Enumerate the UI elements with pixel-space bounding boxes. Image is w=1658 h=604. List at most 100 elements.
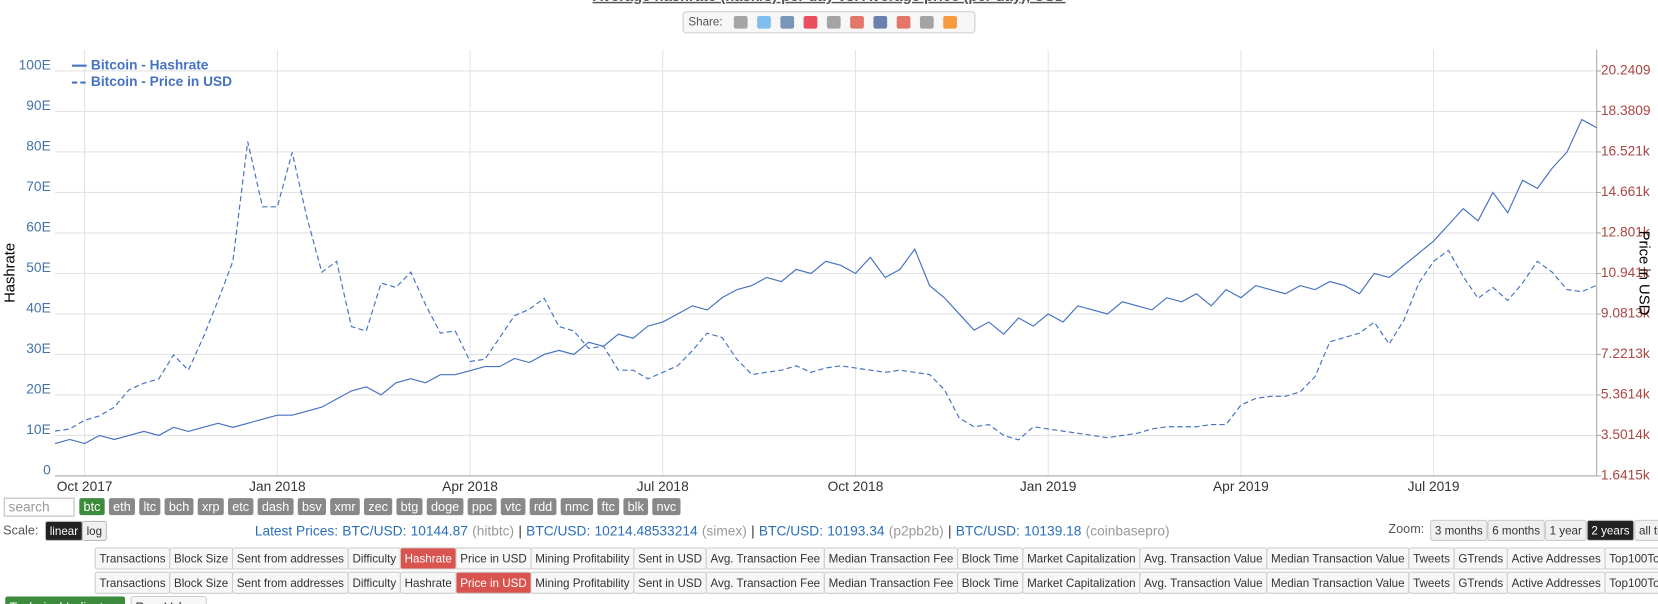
metric-tab[interactable]: Sent from addresses: [237, 577, 344, 590]
share-icon[interactable]: [803, 15, 818, 29]
metric-tab[interactable]: Avg. Transaction Value: [1144, 577, 1262, 590]
share-icon[interactable]: [780, 15, 795, 29]
metric-tab[interactable]: Transactions: [99, 577, 165, 590]
metric-tab[interactable]: Median Transaction Fee: [829, 577, 954, 590]
metric-tab[interactable]: Hashrate: [405, 577, 452, 590]
quote-pair: BTC/USD:: [956, 524, 1020, 539]
y2-tick-label: 9.0813k: [1601, 306, 1650, 321]
coin-button[interactable]: btg: [401, 500, 419, 514]
metric-tab[interactable]: Active Addresses: [1512, 577, 1601, 590]
metric-tab[interactable]: Avg. Transaction Fee: [710, 577, 820, 590]
y2-axis-title: Price in USD: [1635, 231, 1651, 316]
coin-button[interactable]: nvc: [657, 500, 677, 514]
metric-tab[interactable]: Difficulty: [352, 553, 396, 566]
share-icon[interactable]: [826, 15, 841, 29]
metric-tab[interactable]: Block Size: [174, 553, 228, 566]
metric-tab[interactable]: Market Capitalization: [1027, 553, 1136, 566]
coin-button[interactable]: xmr: [334, 500, 356, 514]
coin-button[interactable]: ftc: [602, 500, 615, 514]
metric-tab[interactable]: Transactions: [99, 553, 165, 566]
zoom-button-bg: [1430, 519, 1488, 541]
coin-button[interactable]: vtc: [505, 500, 521, 514]
metric-tab[interactable]: Difficulty: [352, 577, 396, 590]
quote-exchange: (hitbtc): [472, 524, 514, 539]
metric-tab[interactable]: Block Time: [962, 577, 1019, 590]
share-icon[interactable]: [733, 15, 748, 29]
metric-tab[interactable]: Sent from addresses: [237, 553, 344, 566]
y-tick-label: 50E: [26, 260, 50, 275]
coin-button[interactable]: eth: [113, 500, 131, 514]
coin-button[interactable]: ppc: [472, 500, 492, 514]
metric-tab[interactable]: Block Size: [174, 577, 228, 590]
metric-tab[interactable]: Tweets: [1413, 577, 1450, 590]
metric-tab[interactable]: Top100ToTotal: [1609, 577, 1658, 590]
coin-button[interactable]: nmc: [565, 500, 589, 514]
coin-button-bg: [257, 498, 294, 516]
quote-exchange: (coinbasepro): [1086, 524, 1170, 539]
bottom-button[interactable]: Technical Indicators: [10, 600, 121, 604]
coin-button[interactable]: xrp: [202, 500, 220, 514]
coin-button[interactable]: rdd: [534, 500, 552, 514]
metric-tab[interactable]: Sent in USD: [638, 577, 702, 590]
zoom-button[interactable]: 2 years: [1591, 525, 1629, 538]
coin-button-bg: [467, 498, 497, 516]
share-icon[interactable]: [919, 15, 934, 29]
metric-tab[interactable]: Median Transaction Value: [1271, 577, 1405, 590]
zoom-button[interactable]: 1 year: [1550, 525, 1582, 538]
coin-button[interactable]: dash: [262, 500, 289, 514]
metric-tab[interactable]: Active Addresses: [1512, 553, 1601, 566]
bottom-button[interactable]: Raw Values: [135, 600, 202, 604]
metric-tab[interactable]: Avg. Transaction Fee: [710, 553, 820, 566]
share-icon[interactable]: [896, 15, 911, 29]
zoom-button[interactable]: 3 months: [1435, 525, 1483, 538]
coin-button[interactable]: doge: [431, 500, 459, 514]
search-placeholder: search: [8, 499, 49, 514]
metric-tab[interactable]: Median Transaction Fee: [829, 553, 954, 566]
x-tick-label: Oct 2017: [57, 479, 113, 494]
coin-button[interactable]: bsv: [302, 500, 322, 514]
share-icon[interactable]: [850, 15, 864, 29]
share-icon[interactable]: [943, 15, 957, 29]
metric-tab[interactable]: Mining Profitability: [535, 553, 630, 566]
zoom-button[interactable]: all time: [1639, 525, 1658, 538]
search-box[interactable]: [3, 497, 75, 517]
metric-tab[interactable]: Top100ToTotal: [1609, 553, 1658, 566]
metric-tab[interactable]: Hashrate: [405, 553, 452, 566]
legend-label[interactable]: Bitcoin - Hashrate: [91, 57, 209, 72]
page-title: Average hashrate (hash/s) per day vs. Av…: [593, 0, 1066, 5]
y-tick-label: 100E: [19, 57, 51, 72]
metric-tab[interactable]: GTrends: [1458, 553, 1503, 566]
y2-tick-label: 14.661k: [1601, 184, 1650, 199]
line-series: [54, 141, 1597, 441]
metric-tab[interactable]: Avg. Transaction Value: [1144, 553, 1262, 566]
y2-tick-label: 10.941k: [1601, 265, 1650, 280]
scale-button[interactable]: log: [87, 525, 103, 538]
coin-button[interactable]: etc: [232, 500, 249, 514]
coin-button-bg: [139, 498, 161, 516]
share-icon[interactable]: [757, 15, 771, 29]
line-series: [54, 118, 1597, 445]
scale-button[interactable]: linear: [50, 525, 79, 538]
metric-tab[interactable]: Block Time: [962, 553, 1019, 566]
y-tick-label: 60E: [26, 219, 50, 234]
metric-tab[interactable]: Price in USD: [460, 577, 527, 590]
metric-tab[interactable]: Median Transaction Value: [1271, 553, 1405, 566]
metric-tab[interactable]: Price in USD: [460, 553, 527, 566]
coin-button-bg: [623, 498, 649, 516]
y-tick-label: 80E: [26, 138, 50, 153]
metric-tab[interactable]: Mining Profitability: [535, 577, 630, 590]
metric-tab[interactable]: Market Capitalization: [1027, 577, 1136, 590]
zoom-button[interactable]: 6 months: [1492, 525, 1540, 538]
metric-tab[interactable]: Tweets: [1413, 553, 1450, 566]
metric-tab[interactable]: GTrends: [1458, 577, 1503, 590]
coin-button[interactable]: zec: [368, 500, 388, 514]
y-tick-label: 20E: [26, 381, 50, 396]
coin-button[interactable]: ltc: [143, 500, 156, 514]
legend-label[interactable]: Bitcoin - Price in USD: [91, 74, 232, 89]
coin-button[interactable]: blk: [628, 500, 645, 514]
coin-button[interactable]: bch: [169, 500, 189, 514]
metric-tab[interactable]: Sent in USD: [638, 553, 702, 566]
share-icon[interactable]: [873, 15, 888, 29]
coin-button[interactable]: btc: [84, 500, 101, 514]
